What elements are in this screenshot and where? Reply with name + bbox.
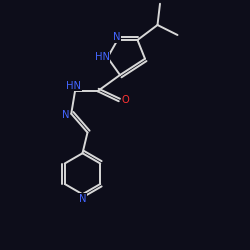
Text: N: N	[62, 110, 70, 120]
Text: HN: HN	[95, 52, 110, 62]
Text: N: N	[79, 194, 86, 204]
Text: N: N	[112, 32, 120, 42]
Text: HN: HN	[66, 81, 81, 91]
Text: O: O	[121, 95, 129, 105]
